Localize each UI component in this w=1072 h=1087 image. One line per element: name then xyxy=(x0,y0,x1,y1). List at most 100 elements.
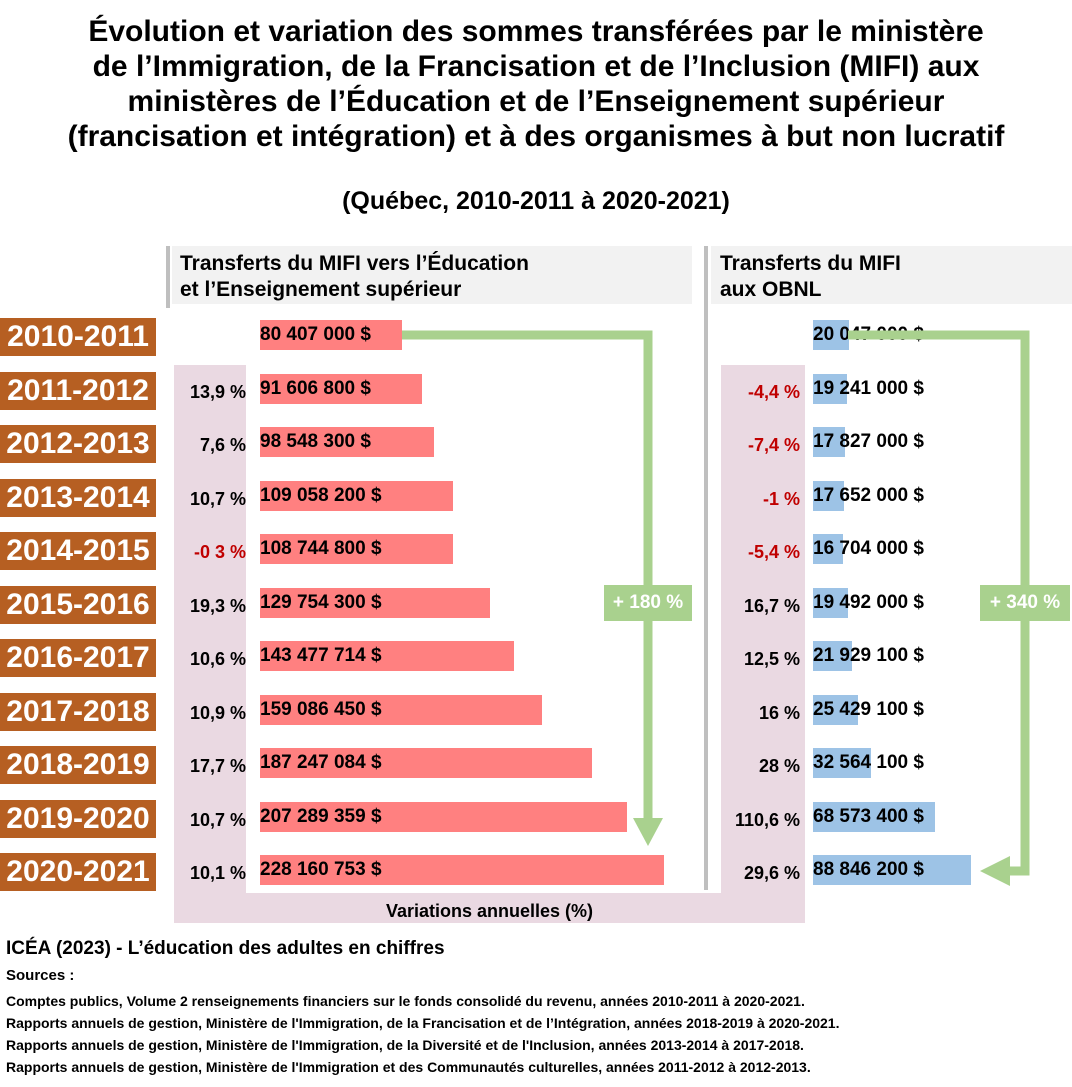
education-bar xyxy=(260,534,453,564)
obnl-variation-label: -4,4 % xyxy=(747,381,800,402)
panel-heading-education-line-2: et l’Enseignement supérieur xyxy=(180,278,462,301)
arrow-education-line xyxy=(402,330,653,820)
panel-heading-obnl-line-1: Transferts du MIFI xyxy=(720,252,901,275)
obnl-value-label: 16 704 000 $ xyxy=(813,538,924,559)
separator-middle xyxy=(704,246,708,890)
source-line-2: Rapports annuels de gestion, Ministère d… xyxy=(6,1015,840,1031)
obnl-variation-label: -1 % xyxy=(762,488,800,509)
education-variation-label: 10,1 % xyxy=(189,863,246,883)
education-variation-label: 19,3 % xyxy=(189,595,246,616)
obnl-variation-label: -7,4 % xyxy=(747,435,800,455)
source-line-4: Rapports annuels de gestion, Ministère d… xyxy=(6,1059,811,1075)
variation-axis-label: Variations annuelles (%) xyxy=(385,901,594,921)
obnl-variation-label: 28 % xyxy=(758,756,800,776)
education-value-label: 108 744 800 $ xyxy=(260,538,382,559)
obnl-bar xyxy=(813,427,845,457)
year-label: 2013-2014 xyxy=(0,478,156,517)
obnl-variation-label: 12,5 % xyxy=(743,649,800,669)
growth-label-education: + 180 % xyxy=(604,585,692,621)
obnl-variation-label: 29,6 % xyxy=(743,863,800,883)
obnl-bar xyxy=(813,694,858,725)
arrow-education-head xyxy=(633,818,663,846)
obnl-value-label: 17 652 000 $ xyxy=(813,484,924,506)
variation-band-left xyxy=(174,365,246,923)
obnl-bar xyxy=(813,641,852,671)
panel-heading-obnl: Transferts du MIFI aux OBNL xyxy=(720,251,901,303)
year-label: 2020-2021 xyxy=(0,853,156,891)
footer-credit: ICÉA (2023) - L’éducation des adultes en… xyxy=(6,938,445,959)
obnl-value-label: 21 929 100 $ xyxy=(813,645,924,666)
chart-subtitle: (Québec, 2010-2011 à 2020-2021) xyxy=(342,187,730,215)
obnl-variation-label: 16 % xyxy=(758,702,800,723)
education-value-label: 80 407 000 $ xyxy=(260,324,371,345)
obnl-bar xyxy=(813,480,844,511)
obnl-variation-label: 16,7 % xyxy=(743,595,800,616)
chart-title: Évolution et variation des sommes transf… xyxy=(0,14,1072,154)
title-line-3: ministères de l’Éducation et de l’Enseig… xyxy=(127,85,945,118)
obnl-variation-label: 110,6 % xyxy=(734,809,800,830)
year-label: 2016-2017 xyxy=(0,639,156,677)
education-variation-label: 7,6 % xyxy=(199,435,246,455)
variation-band-right xyxy=(721,365,805,923)
panel-heading-obnl-line-2: aux OBNL xyxy=(720,278,822,301)
education-value-label: 91 606 800 $ xyxy=(260,377,371,399)
education-variation-label: 10,9 % xyxy=(189,702,246,723)
year-label: 2019-2020 xyxy=(0,799,156,838)
education-value-label: 159 086 450 $ xyxy=(260,698,382,720)
header-band-right xyxy=(711,246,1072,304)
education-variation-label: 10,6 % xyxy=(189,649,246,669)
obnl-value-label: 19 241 000 $ xyxy=(813,377,924,399)
obnl-bar xyxy=(813,320,849,350)
obnl-value-label: 25 429 100 $ xyxy=(813,698,924,720)
education-value-label: 207 289 359 $ xyxy=(260,805,382,827)
education-variation-label: 10,7 % xyxy=(189,809,246,830)
education-value-label: 143 477 714 $ xyxy=(260,645,382,666)
education-bar xyxy=(260,480,453,511)
source-line-1: Comptes publics, Volume 2 renseignements… xyxy=(6,993,805,1009)
education-value-label: 109 058 200 $ xyxy=(260,484,382,506)
obnl-bar xyxy=(813,748,871,778)
separator-left xyxy=(166,246,170,308)
growth-label-obnl: + 340 % xyxy=(980,585,1070,621)
education-value-label: 228 160 753 $ xyxy=(260,859,382,880)
title-line-4: (francisation et intégration) et à des o… xyxy=(67,120,1005,153)
year-label: 2018-2019 xyxy=(0,746,156,784)
obnl-value-label: 32 564 100 $ xyxy=(813,752,924,773)
education-bar xyxy=(260,694,542,725)
education-bar xyxy=(260,427,434,457)
panel-heading-education: Transferts du MIFI vers l’Éducation et l… xyxy=(180,251,529,303)
year-label: 2017-2018 xyxy=(0,692,156,731)
year-label: 2010-2011 xyxy=(0,318,156,356)
panel-heading-education-line-1: Transferts du MIFI vers l’Éducation xyxy=(180,252,529,275)
footer-sources-label: Sources : xyxy=(6,967,75,984)
education-variation-label: 13,9 % xyxy=(189,381,246,402)
obnl-value-label: 19 492 000 $ xyxy=(813,591,924,613)
education-value-label: 98 548 300 $ xyxy=(260,431,371,452)
education-value-label: 187 247 084 $ xyxy=(260,752,382,773)
title-line-2: de l’Immigration, de la Francisation et … xyxy=(92,50,980,83)
obnl-value-label: 17 827 000 $ xyxy=(813,431,924,452)
education-bar xyxy=(260,748,592,778)
education-variation-label: 17,7 % xyxy=(189,756,246,776)
obnl-bar xyxy=(813,373,847,404)
education-variation-label: -0 3 % xyxy=(193,542,246,562)
obnl-value-label: 68 573 400 $ xyxy=(813,805,924,827)
year-label: 2015-2016 xyxy=(0,585,156,624)
education-variation-label: 10,7 % xyxy=(189,488,246,509)
obnl-bar xyxy=(813,587,848,618)
education-value-label: 129 754 300 $ xyxy=(260,591,382,613)
obnl-variation-label: -5,4 % xyxy=(747,542,800,562)
year-label: 2012-2013 xyxy=(0,425,156,463)
education-bar xyxy=(260,641,514,671)
variation-band-bottom xyxy=(174,893,805,923)
obnl-bar xyxy=(813,534,843,564)
year-label: 2011-2012 xyxy=(0,371,156,410)
source-line-3: Rapports annuels de gestion, Ministère d… xyxy=(6,1037,804,1053)
education-bar xyxy=(260,587,490,618)
education-bar xyxy=(260,373,422,404)
obnl-value-label: 88 846 200 $ xyxy=(813,859,924,880)
arrow-obnl-head xyxy=(980,856,1010,886)
education-bar xyxy=(260,320,402,350)
obnl-bar xyxy=(813,855,971,885)
